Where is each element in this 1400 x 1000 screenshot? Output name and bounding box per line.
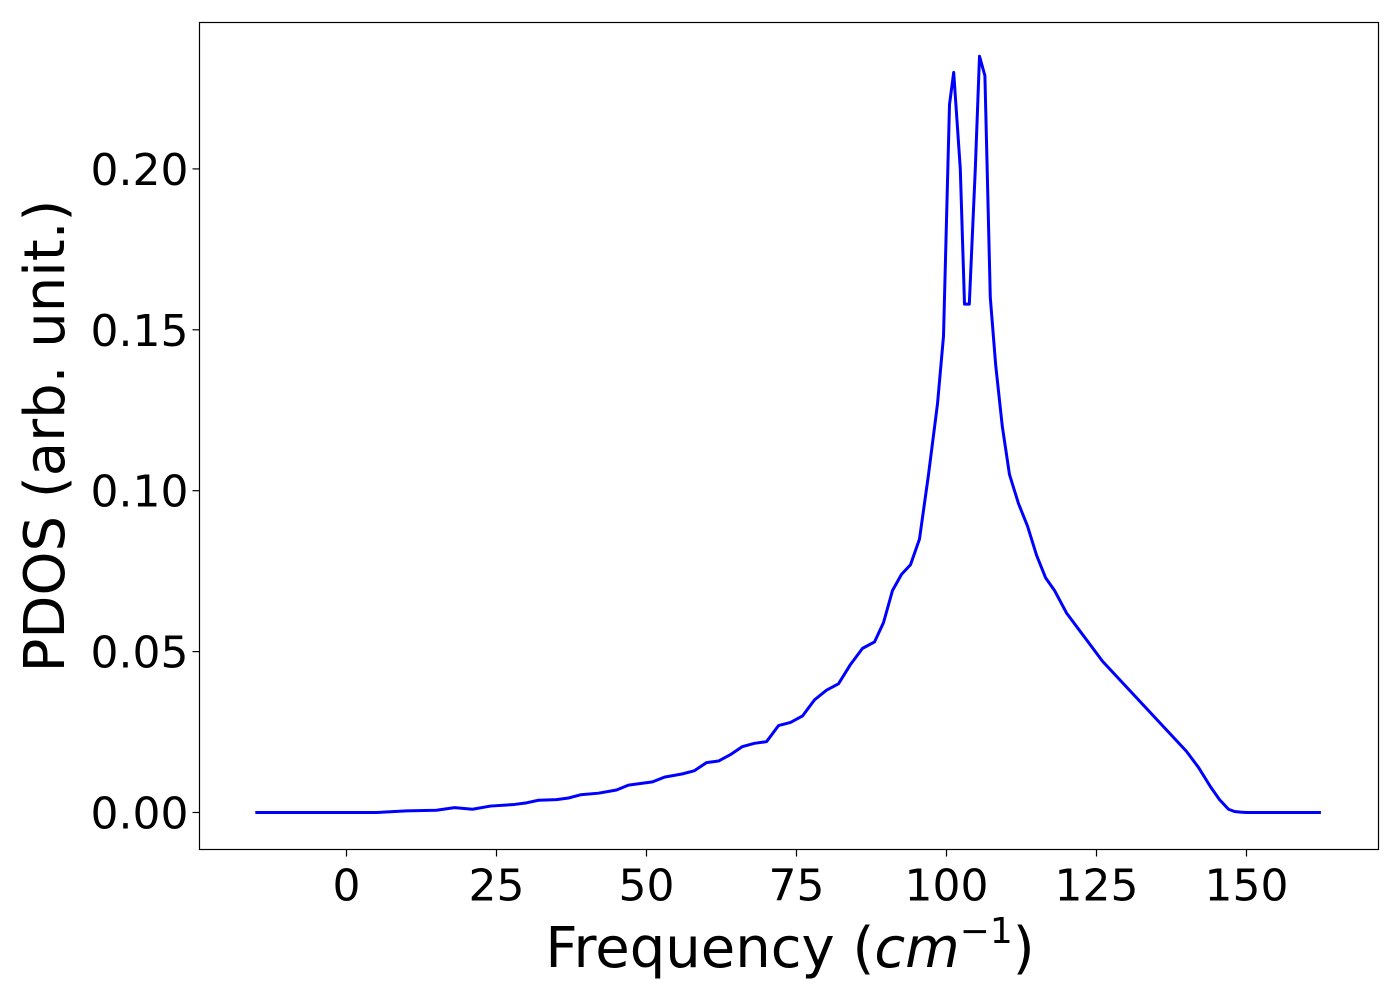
y-tick-label: 0.05 xyxy=(91,628,189,679)
x-tick-label: 75 xyxy=(769,861,825,912)
x-tick-label: 50 xyxy=(619,861,675,912)
x-axis-ticks: 0 25 50 75 100 125 150 xyxy=(333,849,1289,912)
plot-frame xyxy=(198,21,1380,851)
pdos-series-line xyxy=(255,54,1321,814)
y-tick-label: 0.00 xyxy=(91,788,189,839)
y-tick-label: 0.15 xyxy=(91,306,189,357)
x-tick-label: 0 xyxy=(333,861,361,912)
plot-area xyxy=(199,22,1379,850)
y-tick-label: 0.20 xyxy=(91,145,189,196)
x-tick-label: 150 xyxy=(1205,861,1289,912)
y-axis-label: PDOS (arb. unit.) xyxy=(13,200,78,673)
x-axis-label: Frequency (cm−1) xyxy=(545,911,1034,981)
x-tick-label: 25 xyxy=(469,861,525,912)
x-tick-label: 125 xyxy=(1055,861,1139,912)
y-tick-label: 0.10 xyxy=(91,467,189,518)
x-tick-label: 100 xyxy=(905,861,989,912)
y-axis-ticks: 0.00 0.05 0.10 0.15 0.20 xyxy=(91,145,200,839)
